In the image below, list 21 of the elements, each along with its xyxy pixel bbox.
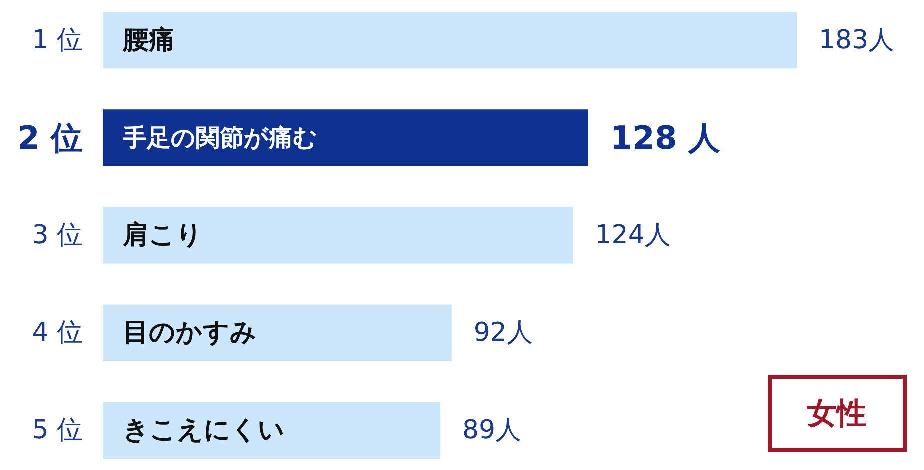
text: 1 位	[32, 25, 83, 56]
bar	[103, 304, 452, 362]
data-label: 89人	[462, 416, 522, 446]
text: 3 位	[32, 220, 83, 250]
bar	[103, 207, 574, 264]
y-tick-label: 目のかすみ	[123, 318, 257, 348]
data-label: 128 人	[610, 118, 722, 157]
y-tick-label: きこえにくい	[123, 416, 285, 446]
bar	[103, 402, 441, 459]
bar	[103, 110, 588, 166]
text: 4 位	[32, 318, 83, 348]
data-label: 92人	[474, 318, 533, 348]
y-tick-label: 肩こり	[122, 220, 203, 250]
y-tick-label: 手足の関節が痛む	[122, 124, 318, 152]
text: 女性	[806, 396, 867, 432]
y-tick-label: 腰痛	[122, 25, 175, 56]
data-label: 183人	[819, 25, 895, 56]
text: 2 位	[18, 118, 83, 157]
text: 5 位	[32, 416, 83, 446]
bar	[103, 12, 797, 69]
data-label: 124人	[595, 220, 671, 250]
